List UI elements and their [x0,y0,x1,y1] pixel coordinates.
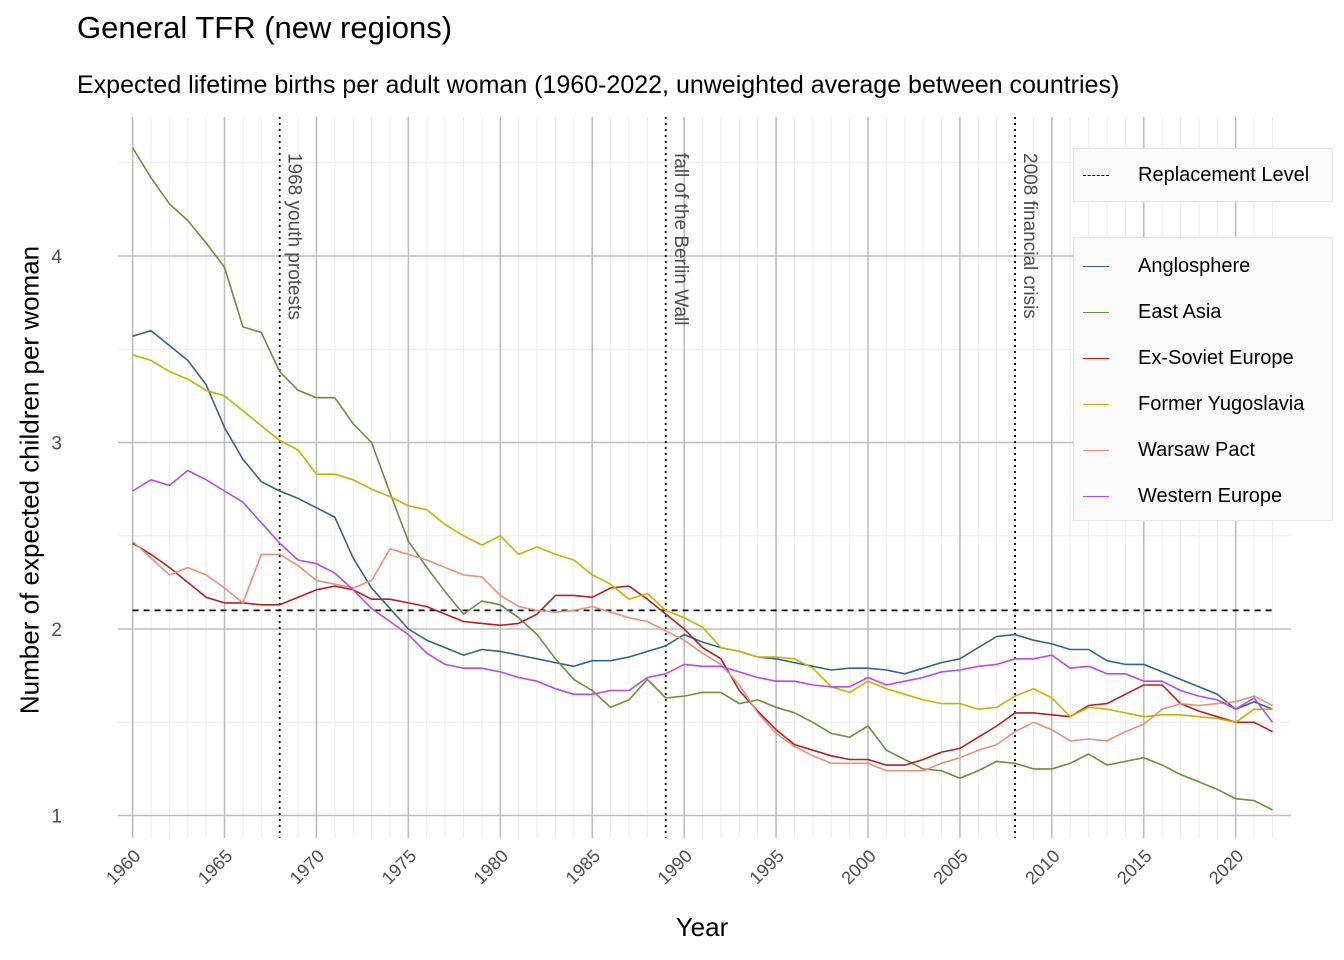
legend-key [1083,404,1109,405]
legend-item-anglosphere: Anglosphere [1074,252,1332,282]
x-tick-label: 1985 [562,846,604,888]
annotation-labels: 1968 youth protests fall of the Berlin Wa… [284,153,1040,325]
legend-series: Anglosphere East Asia Ex-Soviet Europe Form… [1073,237,1333,521]
x-tick-label: 1960 [102,846,144,888]
annotation-label: fall of the Berlin Wall [670,153,691,325]
series-line-warsaw-pact [132,540,1273,772]
legend-label: East Asia [1138,301,1222,323]
x-tick-label: 2010 [1021,846,1063,888]
y-tick-label: 2 [51,620,62,641]
x-tick-label: 1975 [378,846,420,888]
y-tick-label: 4 [51,247,62,268]
legend-key [1083,496,1109,497]
legend-item-former-yugoslavia: Former Yugoslavia [1074,390,1332,420]
x-tick-label: 2000 [837,846,879,888]
x-tick-label: 1990 [654,846,696,888]
annotation-lines [278,117,1016,838]
x-tick-label: 1965 [194,846,236,888]
series-line-anglosphere [132,329,1273,711]
legend-item-ex-soviet-europe: Ex-Soviet Europe [1074,344,1332,374]
x-tick-label: 2005 [929,846,971,888]
x-tick-label: 2015 [1113,846,1155,888]
legend-reference: Replacement Level [1073,148,1333,202]
legend-item-warsaw-pact: Warsaw Pact [1074,436,1332,466]
chart-subtitle: Expected lifetime births per adult woman… [77,71,1120,99]
series-line-western-europe [132,469,1274,723]
legend-label: Ex-Soviet Europe [1138,347,1294,369]
annotation-label: 2008 financial crisis [1019,153,1040,319]
x-tick-label: 1995 [745,846,787,888]
legend-item-western-europe: Western Europe [1074,482,1332,512]
legend-label: Anglosphere [1138,255,1251,277]
chart-title: General TFR (new regions) [77,10,453,45]
legend-label: Warsaw Pact [1138,439,1256,461]
y-axis-ticks: 1 2 3 4 [51,247,62,828]
legend-key [1083,450,1109,451]
legend-key [1083,266,1109,267]
x-axis-label: Year [675,912,729,942]
legend-label: Western Europe [1138,485,1283,507]
annotation-label: 1968 youth protests [284,153,305,320]
y-tick-label: 3 [51,434,62,455]
legend-key [1083,358,1109,359]
series-lines [131,147,1274,811]
minor-grid [118,117,1291,838]
legend-label: Former Yugoslavia [1138,393,1305,415]
x-tick-label: 2020 [1205,846,1247,888]
series-line-former-yugoslavia [132,354,1273,724]
legend-item-east-asia: East Asia [1074,298,1332,328]
legend-item-replacement-level: Replacement Level [1074,161,1332,191]
x-tick-label: 1970 [286,846,328,888]
x-axis-ticks: 1960 1965 1970 1975 1980 1985 1990 1995 2000 2005… [102,846,1248,888]
legend-label: Replacement Level [1138,164,1310,186]
legend-key-dashed [1083,175,1109,176]
legend-key [1083,312,1109,313]
series-line-ex-soviet-europe [132,542,1273,766]
y-tick-label: 1 [51,807,62,828]
series-line-east-asia [131,147,1273,811]
x-tick-label: 1980 [470,846,512,888]
